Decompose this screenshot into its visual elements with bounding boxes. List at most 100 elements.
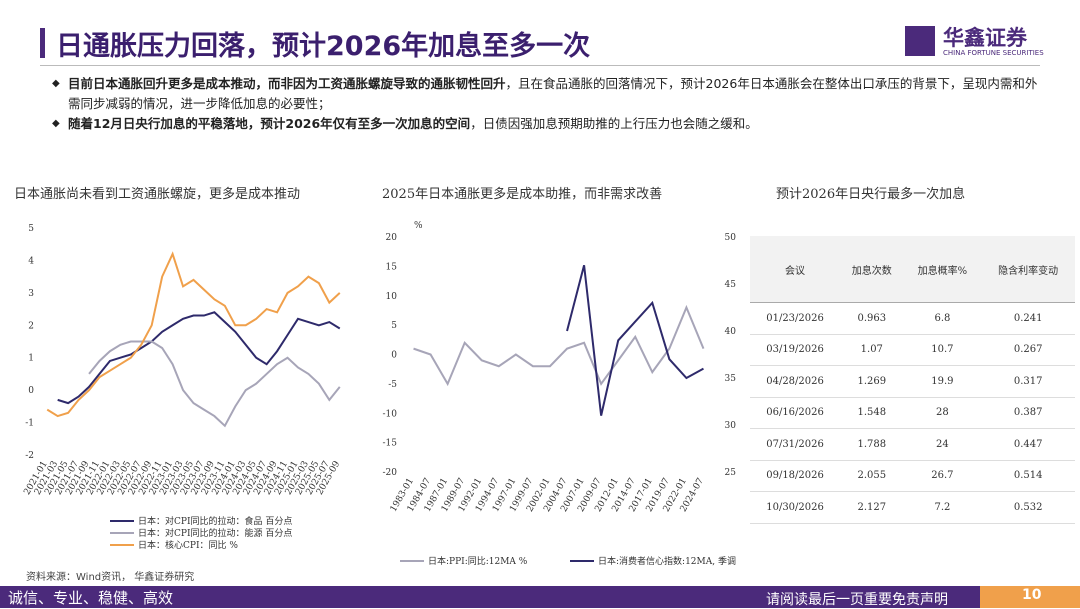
table-cell: 2.127 <box>840 491 904 524</box>
table-cell: 1.548 <box>840 397 904 429</box>
y-tick-label: 20 <box>386 233 398 243</box>
series-line <box>566 264 704 416</box>
y-tick-label: -1 <box>25 419 34 429</box>
table-cell: 0.267 <box>981 334 1075 366</box>
bullet-bold: 随着12月日央行加息的平稳落地，预计2026年仅有至多一次加息的空间 <box>68 116 471 131</box>
table-body: 01/23/2026 0.963 6.8 0.241 03/19/2026 1.07 10.… <box>750 302 1075 524</box>
bullet-bold: 目前日本通胀回升更多是成本推动，而非因为工资通胀螺旋导致的通胀韧性回升 <box>68 76 506 91</box>
table-cell: 1.07 <box>840 334 904 366</box>
bullet: 目前日本通胀回升更多是成本推动，而非因为工资通胀螺旋导致的通胀韧性回升，且在食品… <box>52 74 1042 114</box>
table-cell: 24 <box>903 428 982 461</box>
y-tick-label: -20 <box>383 468 398 478</box>
table-cell: 1.788 <box>840 428 904 461</box>
table-cell: 26.7 <box>903 460 982 492</box>
table-cell: 7.2 <box>903 491 982 524</box>
table-header: 会议 加息次数 加息概率% 隐含利率变动 <box>750 236 1075 303</box>
table-cell: 09/18/2026 <box>750 460 841 492</box>
table-cell: 0.387 <box>981 397 1075 429</box>
table-cell: 0.532 <box>981 491 1075 524</box>
table-row: 03/19/2026 1.07 10.7 0.267 <box>750 334 1075 366</box>
slogan: 诚信、专业、稳健、高效 <box>8 589 174 607</box>
y-tick-label: 10 <box>386 292 398 302</box>
y-tick-label: -10 <box>383 409 398 419</box>
y-tick-label: 0 <box>391 351 397 361</box>
y-tick-label: -5 <box>388 380 397 390</box>
y2-tick-label: 35 <box>725 374 737 384</box>
table-row: 07/31/2026 1.788 24 0.447 <box>750 428 1075 461</box>
table-cell: 07/31/2026 <box>750 428 841 461</box>
table-cell: 6.8 <box>903 302 982 335</box>
legend-label: 日本:PPI:同比:12MA % <box>428 555 528 567</box>
column-header: 会议 <box>750 236 841 303</box>
table-cell: 0.317 <box>981 365 1075 398</box>
chart-title: 2025年日本通胀更多是成本助推，而非需求改善 <box>382 186 662 202</box>
y-tick-label: 5 <box>28 224 34 234</box>
y2-tick-label: 30 <box>725 421 737 431</box>
bullets: 目前日本通胀回升更多是成本推动，而非因为工资通胀螺旋导致的通胀韧性回升，且在食品… <box>52 74 1042 134</box>
logo: 华鑫证券 CHINA FORTUNE SECURITIES <box>905 22 1055 62</box>
source: 资料来源：Wind资讯， 华鑫证券研究 <box>26 572 195 583</box>
table-cell: 28 <box>903 397 982 429</box>
table-cell: 0.514 <box>981 460 1075 492</box>
series-line <box>88 340 341 428</box>
table-cell: 03/19/2026 <box>750 334 841 366</box>
table-row: 10/30/2026 2.127 7.2 0.532 <box>750 491 1075 524</box>
y-tick-label: 15 <box>386 262 398 272</box>
column-header: 加息次数 <box>840 236 904 303</box>
table-cell: 2.055 <box>840 460 904 492</box>
logo-icon <box>905 26 935 56</box>
table-cell: 0.447 <box>981 428 1075 461</box>
series-line <box>46 251 341 418</box>
y2-tick-label: 40 <box>725 327 737 337</box>
y2-tick-label: 45 <box>725 280 737 290</box>
y-tick-label: 1 <box>28 354 34 364</box>
y2-tick-label: 25 <box>725 468 737 478</box>
y-tick-label: 5 <box>391 321 397 331</box>
table-cell: 19.9 <box>903 365 982 398</box>
page-number: 10 <box>1022 587 1042 603</box>
table-cell: 04/28/2026 <box>750 365 841 398</box>
bullet-text: ，日债因强加息预期助推的上行压力也会随之缓和。 <box>470 116 758 131</box>
unit-label: % <box>414 221 423 231</box>
table-title: 预计2026年日央行最多一次加息 <box>776 186 965 202</box>
bullet-text: ，且在食品通胀的回落情况下，预计2026年日本通胀会在整体出口承压的背景下，呈现… <box>68 76 1038 111</box>
y-tick-label: 3 <box>28 289 34 299</box>
y-tick-label: 2 <box>28 321 34 331</box>
table-row: 06/16/2026 1.548 28 0.387 <box>750 397 1075 429</box>
table-row: 09/18/2026 2.055 26.7 0.514 <box>750 460 1075 492</box>
page-box <box>980 586 1080 608</box>
disclaimer: 请阅读最后一页重要免责声明 <box>766 592 948 608</box>
legend-label: 日本:消费者信心指数:12MA, 季调 <box>598 555 736 567</box>
page-title: 日通胀压力回落，预计2026年加息至多一次 <box>56 31 591 62</box>
legend-label: 日本：对CPI同比的拉动：能源 百分点 <box>138 527 292 539</box>
table-row: 04/28/2026 1.269 19.9 0.317 <box>750 365 1075 398</box>
table-row: 01/23/2026 0.963 6.8 0.241 <box>750 302 1075 335</box>
table-cell: 0.241 <box>981 302 1075 335</box>
series-line <box>413 304 705 387</box>
table-cell: 1.269 <box>840 365 904 398</box>
column-header: 隐含利率变动 <box>981 236 1075 303</box>
y-tick-label: -15 <box>383 439 398 449</box>
table-cell: 10/30/2026 <box>750 491 841 524</box>
series-line <box>57 311 341 405</box>
legend-label: 日本：对CPI同比的拉动：食品 百分点 <box>138 515 292 527</box>
footer-bar <box>0 586 1080 608</box>
bullet: 随着12月日央行加息的平稳落地，预计2026年仅有至多一次加息的空间，日债因强加… <box>52 114 1042 134</box>
table-cell: 0.963 <box>840 302 904 335</box>
y-tick-label: 0 <box>28 386 34 396</box>
chart-title: 日本通胀尚未看到工资通胀螺旋，更多是成本推动 <box>14 186 300 202</box>
logo-subtext: CHINA FORTUNE SECURITIES <box>943 49 1044 57</box>
table-cell: 10.7 <box>903 334 982 366</box>
column-header: 加息概率% <box>903 236 982 303</box>
legend-label: 日本：核心CPI：同比 % <box>138 539 238 551</box>
table-cell: 01/23/2026 <box>750 302 841 335</box>
table: 会议 加息次数 加息概率% 隐含利率变动 01/23/2026 0.963 6.8 0.24… <box>750 236 1075 524</box>
y-tick-label: 4 <box>28 256 34 266</box>
title-bar <box>40 28 45 58</box>
table-cell: 06/16/2026 <box>750 397 841 429</box>
y2-tick-label: 50 <box>725 233 737 243</box>
y-tick-label: -2 <box>25 451 34 461</box>
logo-text: 华鑫证券 <box>943 26 1027 50</box>
